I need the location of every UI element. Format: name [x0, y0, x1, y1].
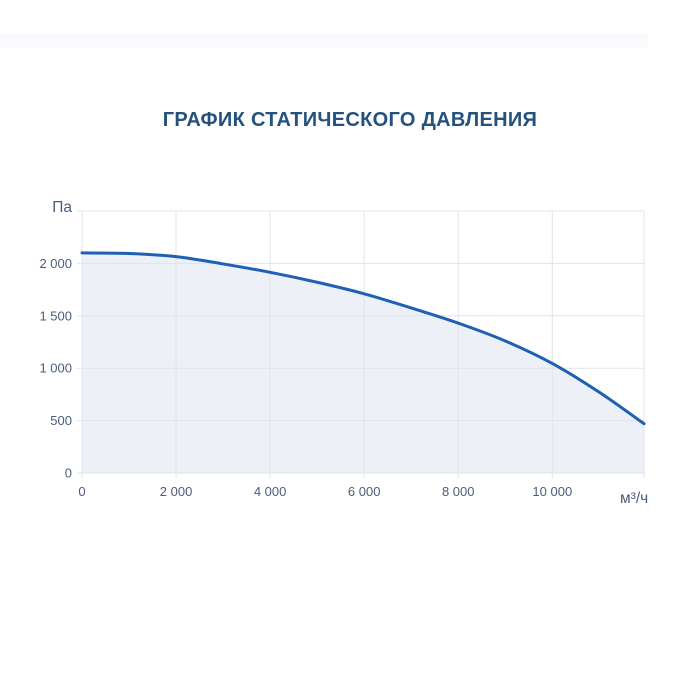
y-axis-unit-label: Па — [52, 199, 72, 216]
x-tick-label: 2 000 — [160, 484, 193, 499]
x-tick-label: 8 000 — [442, 484, 475, 499]
y-tick-label: 0 — [65, 466, 72, 481]
x-tick-label: 0 — [78, 484, 85, 499]
y-tick-label: 500 — [50, 413, 72, 428]
pressure-area-fill — [82, 252, 644, 473]
y-tick-label: 1 000 — [39, 361, 72, 376]
pressure-curve — [80, 251, 646, 426]
x-tick-label: 10 000 — [532, 484, 572, 499]
x-tick-label: 4 000 — [254, 484, 287, 499]
x-tick-label: 6 000 — [348, 484, 381, 499]
y-tick-label: 2 000 — [39, 256, 72, 271]
y-tick-label: 1 500 — [39, 308, 72, 323]
x-axis-unit-label: м³/ч — [620, 490, 649, 507]
top-highlight-band — [0, 33, 648, 48]
chart-title: ГРАФИК СТАТИЧЕСКОГО ДАВЛЕНИЯ — [162, 109, 538, 131]
